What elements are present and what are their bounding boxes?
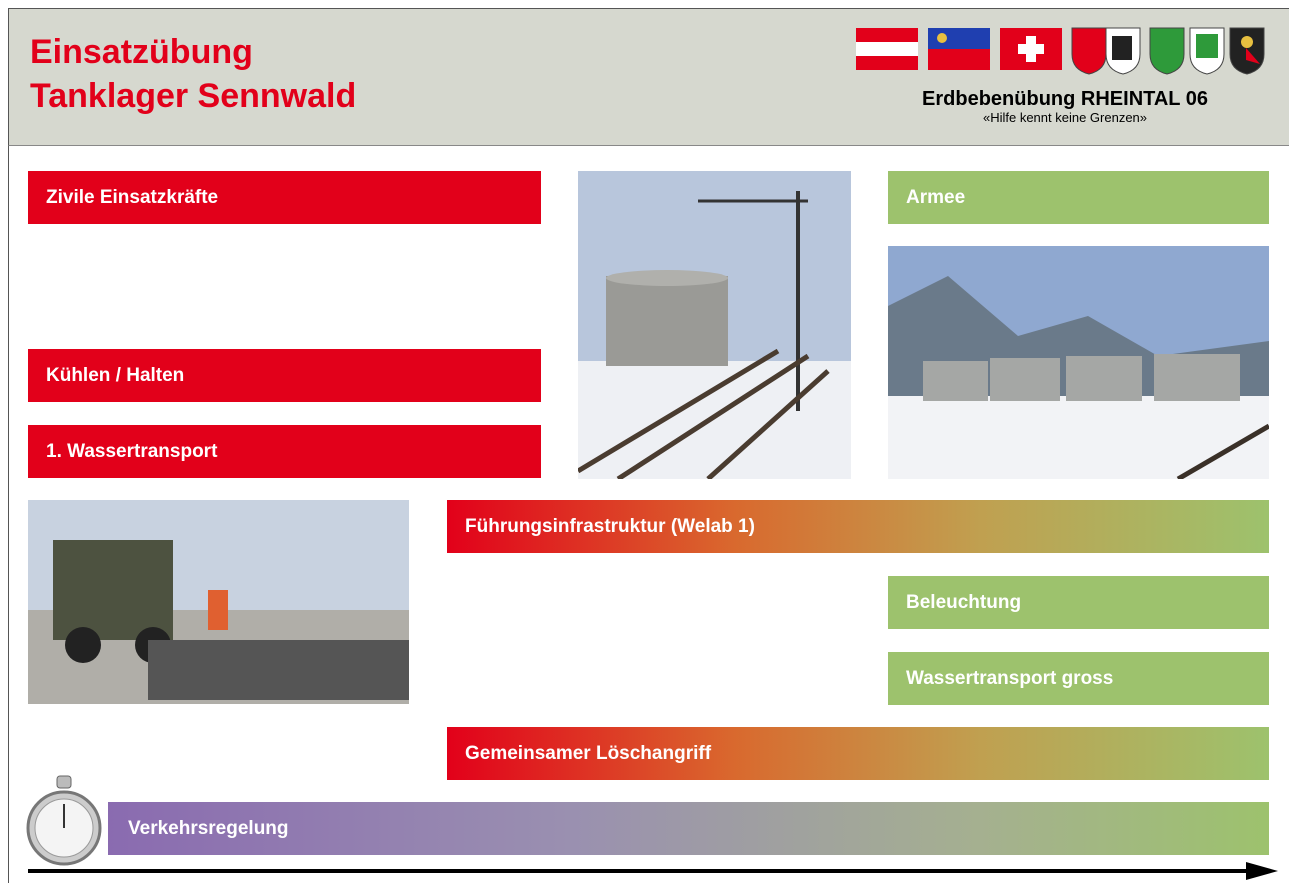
- photo: [888, 246, 1269, 479]
- box: Beleuchtung: [888, 576, 1269, 629]
- box: 1. Wassertransport: [28, 425, 541, 478]
- box: Gemeinsamer Löschangriff: [447, 727, 1269, 780]
- photo: [28, 500, 409, 704]
- box: Verkehrsregelung: [108, 802, 1269, 855]
- photo: [578, 171, 851, 479]
- box: Kühlen / Halten: [28, 349, 541, 402]
- box: Führungsinfrastruktur (Welab 1): [447, 500, 1269, 553]
- frame-line: [8, 146, 9, 883]
- subtitle: Erdbebenübung RHEINTAL 06: [860, 88, 1270, 111]
- title-line: Einsatzübung: [30, 30, 356, 74]
- stopwatch-icon: [24, 772, 104, 868]
- time-arrow: [28, 860, 1284, 882]
- title-line: Tanklager Sennwald: [30, 74, 356, 118]
- box: Armee: [888, 171, 1269, 224]
- box: Zivile Einsatzkräfte: [28, 171, 541, 224]
- tagline: «Hilfe kennt keine Grenzen»: [860, 110, 1270, 125]
- box: Wassertransport gross: [888, 652, 1269, 705]
- page: EinsatzübungTanklager Sennwald Erdbebenü…: [0, 0, 1289, 883]
- emblems: [850, 24, 1280, 80]
